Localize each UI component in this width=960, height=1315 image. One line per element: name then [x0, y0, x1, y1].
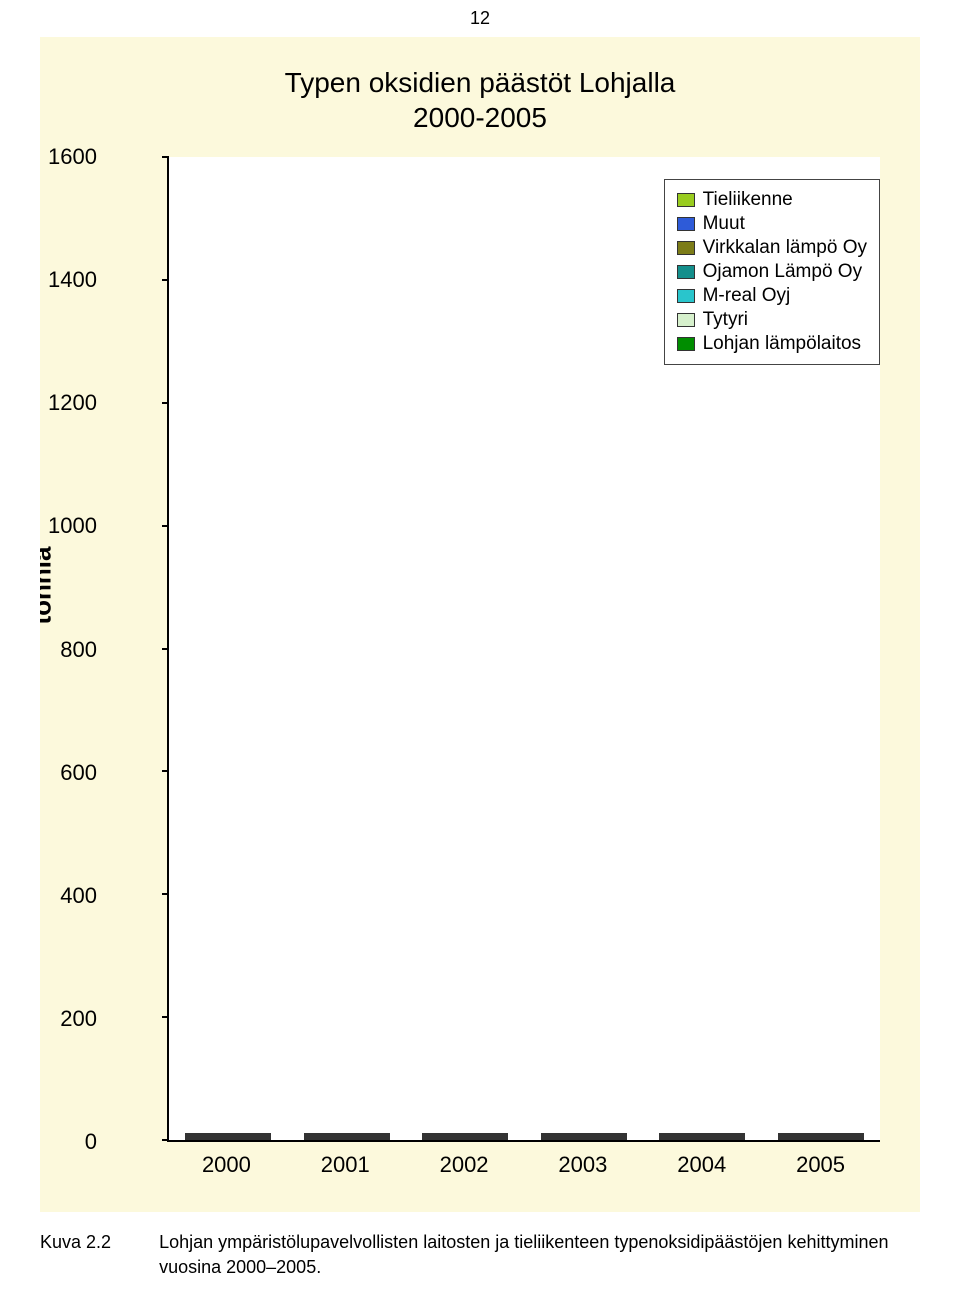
bar-group: [290, 1133, 404, 1140]
y-tick-mark: [162, 648, 169, 650]
legend-swatch: [677, 313, 695, 327]
chart-title-line2: 2000-2005: [413, 102, 547, 133]
x-tick-label: 2000: [169, 1152, 283, 1178]
legend-item-tieliik: Tieliikenne: [677, 188, 867, 212]
y-tick-label: 200: [60, 1006, 97, 1032]
chart-title: Typen oksidien päästöt Lohjalla 2000-200…: [40, 37, 920, 135]
y-tick-label: 1200: [48, 390, 97, 416]
x-tick-label: 2001: [288, 1152, 402, 1178]
legend-label: Tieliikenne: [703, 189, 793, 211]
x-tick-label: 2002: [407, 1152, 521, 1178]
y-tick-label: 1000: [48, 513, 97, 539]
legend-label: M-real Oyj: [703, 285, 791, 307]
bar-segment-lohjan: [660, 1139, 744, 1140]
x-tick: 2000: [169, 1152, 283, 1178]
stacked-bar: [659, 1133, 745, 1140]
legend-swatch: [677, 265, 695, 279]
legend-swatch: [677, 241, 695, 255]
chart-title-line1: Typen oksidien päästöt Lohjalla: [285, 67, 676, 98]
chart-container: Typen oksidien päästöt Lohjalla 2000-200…: [40, 37, 920, 1212]
y-tick-mark: [162, 893, 169, 895]
bar-group: [527, 1133, 641, 1140]
legend-swatch: [677, 289, 695, 303]
legend-swatch: [677, 193, 695, 207]
y-tick-label: 1600: [48, 144, 97, 170]
legend-item-virkkalan: Virkkalan lämpö Oy: [677, 236, 867, 260]
x-ticks: 200020012002200320042005: [167, 1152, 880, 1178]
legend-item-mreal: M-real Oyj: [677, 284, 867, 308]
x-tick-label: 2005: [764, 1152, 878, 1178]
y-tick-label: 400: [60, 883, 97, 909]
x-tick: 2002: [407, 1152, 521, 1178]
y-tick-mark: [162, 279, 169, 281]
bar-segment-lohjan: [186, 1139, 270, 1140]
stacked-bar: [778, 1133, 864, 1140]
y-tick-label: 800: [60, 637, 97, 663]
y-tick-mark: [162, 156, 169, 158]
y-tick-label: 1400: [48, 267, 97, 293]
legend-item-muut: Muut: [677, 212, 867, 236]
legend-swatch: [677, 217, 695, 231]
bar-group: [645, 1133, 759, 1140]
bar-segment-lohjan: [423, 1139, 507, 1140]
legend-label: Ojamon Lämpö Oy: [703, 261, 862, 283]
stacked-bar: [422, 1133, 508, 1140]
x-tick: 2004: [645, 1152, 759, 1178]
bar-group: [764, 1133, 878, 1140]
y-tick-mark: [162, 402, 169, 404]
page-number: 12: [0, 0, 960, 37]
bar-group: [171, 1133, 285, 1140]
bar-group: [408, 1133, 522, 1140]
caption-text: Lohjan ympäristölupavelvollisten laitost…: [159, 1230, 920, 1280]
bar-segment-lohjan: [305, 1139, 389, 1140]
legend-label: Tytyri: [703, 309, 748, 331]
y-axis-label: tonnia: [40, 547, 58, 625]
caption-key: Kuva 2.2: [40, 1230, 111, 1280]
legend-item-lohjan: Lohjan lämpölaitos: [677, 332, 867, 356]
legend-label: Virkkalan lämpö Oy: [703, 237, 867, 259]
stacked-bar: [541, 1133, 627, 1140]
x-tick-label: 2004: [645, 1152, 759, 1178]
legend-swatch: [677, 337, 695, 351]
y-tick-mark: [162, 770, 169, 772]
y-tick-label: 600: [60, 760, 97, 786]
y-tick-mark: [162, 525, 169, 527]
x-tick-label: 2003: [526, 1152, 640, 1178]
legend-item-ojamon: Ojamon Lämpö Oy: [677, 260, 867, 284]
stacked-bar: [304, 1133, 390, 1140]
x-tick: 2003: [526, 1152, 640, 1178]
caption: Kuva 2.2 Lohjan ympäristölupavelvolliste…: [40, 1230, 920, 1280]
stacked-bar: [185, 1133, 271, 1140]
legend-label: Muut: [703, 213, 745, 235]
bar-segment-lohjan: [779, 1139, 863, 1140]
legend-item-tytyri: Tytyri: [677, 308, 867, 332]
y-tick-label: 0: [85, 1129, 97, 1155]
x-tick: 2005: [764, 1152, 878, 1178]
y-tick-mark: [162, 1016, 169, 1018]
bar-segment-lohjan: [542, 1139, 626, 1140]
x-tick: 2001: [288, 1152, 402, 1178]
y-tick-mark: [162, 1139, 169, 1141]
legend-label: Lohjan lämpölaitos: [703, 333, 861, 355]
legend: TieliikenneMuutVirkkalan lämpö OyOjamon …: [664, 179, 880, 365]
